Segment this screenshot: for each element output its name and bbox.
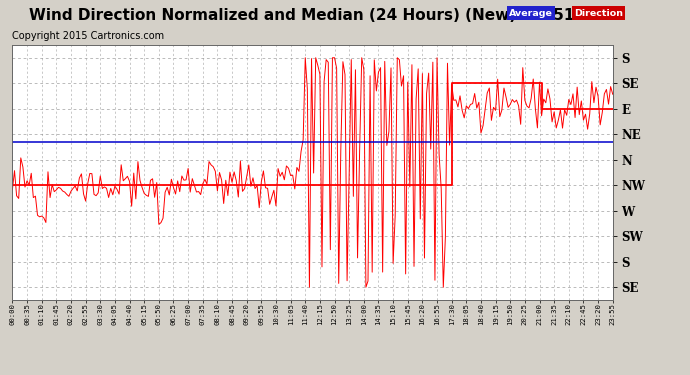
Text: Average: Average — [509, 9, 553, 18]
Text: Wind Direction Normalized and Median (24 Hours) (New) 20151022: Wind Direction Normalized and Median (24… — [29, 8, 606, 23]
Text: Direction: Direction — [574, 9, 623, 18]
Text: Copyright 2015 Cartronics.com: Copyright 2015 Cartronics.com — [12, 31, 164, 41]
